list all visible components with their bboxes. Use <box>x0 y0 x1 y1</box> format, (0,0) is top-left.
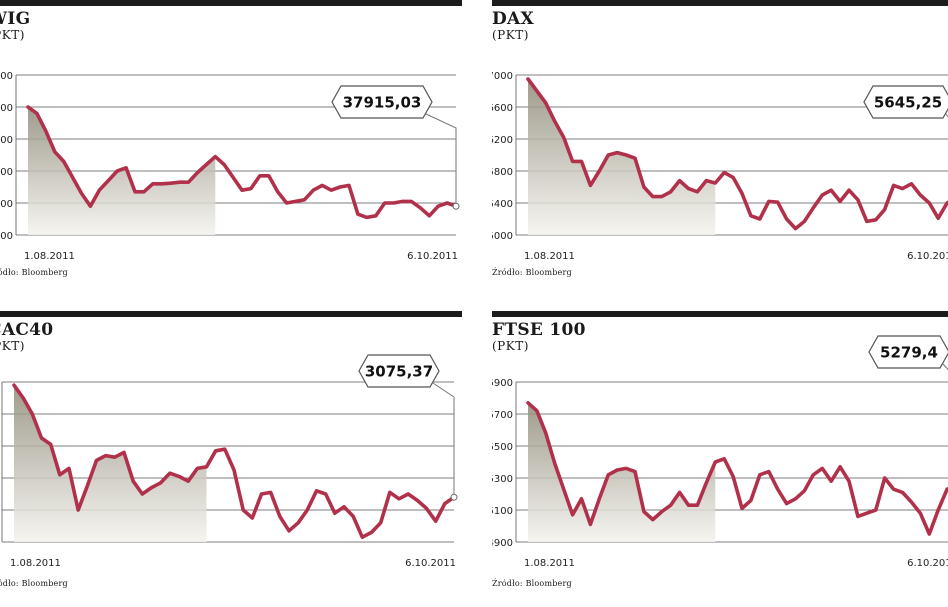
chart-title: DAX <box>492 9 535 29</box>
y-tick-label: 35000 <box>0 199 13 210</box>
y-tick-label: 37000 <box>0 135 13 146</box>
y-tick-label: 5700 <box>492 410 513 421</box>
y-tick-label: 5000 <box>492 231 513 242</box>
last-value-callout <box>863 85 948 119</box>
y-tick-label: 5500 <box>492 442 513 453</box>
chart-plot: 34000 35000 36000 37000 38000 39000 1.08.2011 6… <box>0 71 460 262</box>
y-tick-label: 5800 <box>492 167 513 178</box>
y-tick-label: 38000 <box>0 103 13 114</box>
y-tick-label: 5400 <box>492 199 513 210</box>
callout-leader-line <box>432 382 455 498</box>
chart-panel-wig: WIG (PKT) 34000 35000 36000 37000 38000 39000… <box>0 0 462 296</box>
y-tick-label: 4900 <box>492 538 513 549</box>
y-tick-label: 6600 <box>492 103 513 114</box>
panel-top-bar <box>0 0 462 6</box>
series-line <box>526 401 948 536</box>
source-note: Źródło: Bloomberg <box>0 579 68 588</box>
panel-top-bar <box>492 0 948 6</box>
chart-title: CAC40 <box>0 320 54 340</box>
chart-unit: (PKT) <box>492 28 529 42</box>
y-tick-label: 5100 <box>492 506 513 517</box>
last-value-callout <box>331 85 433 119</box>
x-tick-label: 6.10.2011 <box>907 558 948 569</box>
x-tick-label: 1.08.2011 <box>524 251 575 262</box>
series-line <box>526 77 948 231</box>
y-tick-label: 5900 <box>492 378 513 389</box>
chart-panel-dax: DAX (PKT) 5000 5400 5800 6200 6600 7000 1.08.2… <box>492 0 948 296</box>
x-tick-label: 6.10.2011 <box>407 251 458 262</box>
y-tick-label: 6200 <box>492 135 513 146</box>
last-value-callout <box>358 354 440 388</box>
callout-leader-line <box>942 363 948 371</box>
chart-unit: (PKT) <box>0 28 25 42</box>
chart-title: FTSE 100 <box>492 320 586 340</box>
series-line <box>12 383 456 539</box>
last-value-marker <box>450 493 458 501</box>
last-value-label: 3075,37 <box>365 363 433 381</box>
series-area-fill <box>14 385 207 542</box>
last-value-label: 5279,4 <box>880 344 938 362</box>
callout-leader-line <box>425 113 457 207</box>
y-tick-label: 39000 <box>0 71 13 82</box>
chart-panel-cac40: CAC40 (PKT) 2800300032003400360038001.08… <box>0 311 462 607</box>
y-tick-label: 5300 <box>492 474 513 485</box>
chart-plot: 2800300032003400360038001.08.20116.10.20… <box>1 354 458 569</box>
panel-top-bar <box>492 311 948 317</box>
chart-panel-ftse100: FTSE 100 (PKT) 4900 5100 5300 5500 5700 5900 1… <box>492 311 948 607</box>
x-tick-label: 6.10.2011 <box>405 558 456 569</box>
source-note: Źródło: Bloomberg <box>492 268 572 277</box>
x-tick-label: 1.08.2011 <box>10 558 61 569</box>
y-tick-label: 36000 <box>0 167 13 178</box>
y-tick-label: 7000 <box>492 71 513 82</box>
panel-top-bar <box>0 311 462 317</box>
series-area-fill <box>528 79 716 235</box>
last-value-marker <box>452 202 460 210</box>
series-line <box>26 105 458 220</box>
last-value-label: 5645,25 <box>874 94 942 112</box>
chart-title: WIG <box>0 9 31 29</box>
source-note: Źródło: Bloomberg <box>492 579 572 588</box>
last-value-callout <box>868 335 948 369</box>
x-tick-label: 1.08.2011 <box>24 251 75 262</box>
chart-unit: (PKT) <box>492 339 529 353</box>
y-tick-label: 34000 <box>0 231 13 242</box>
chart-plot: 5000 5400 5800 6200 6600 7000 1.08.2011 6.10.20… <box>492 71 948 262</box>
x-tick-label: 6.10.2011 <box>907 251 948 262</box>
x-tick-label: 1.08.2011 <box>524 558 575 569</box>
source-note: Źródło: Bloomberg <box>0 268 68 277</box>
chart-unit: (PKT) <box>0 339 25 353</box>
chart-plot: 4900 5100 5300 5500 5700 5900 1.08.2011 6.10.20… <box>492 335 948 569</box>
last-value-label: 37915,03 <box>343 94 422 112</box>
